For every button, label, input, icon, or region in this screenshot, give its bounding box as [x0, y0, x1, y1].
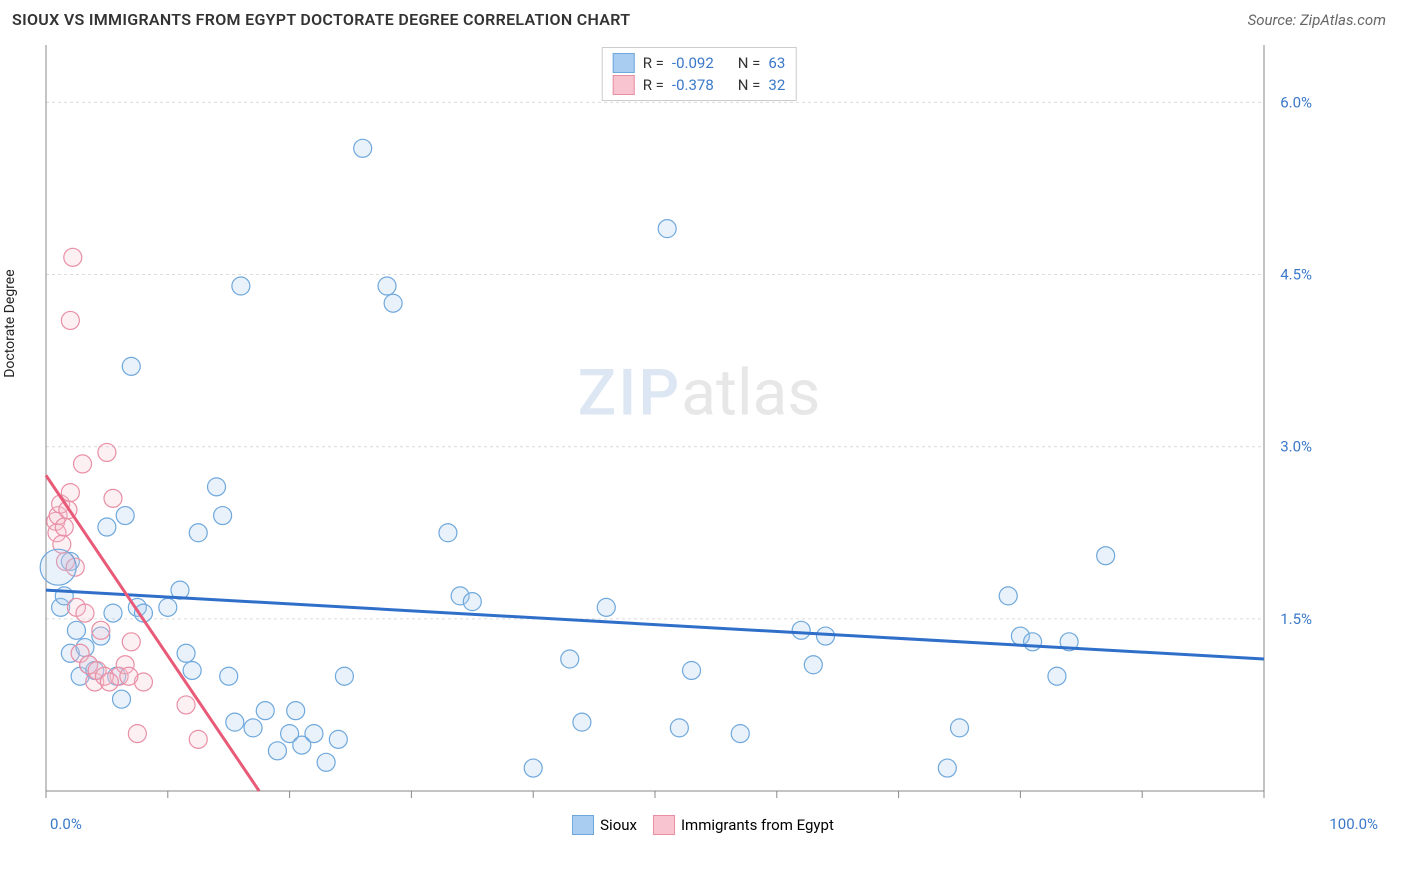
x-max-label: 100.0%: [1329, 815, 1378, 833]
n-value: 63: [768, 54, 785, 72]
chart-header: SIOUX VS IMMIGRANTS FROM EGYPT DOCTORATE…: [0, 0, 1406, 39]
n-value: 32: [768, 76, 785, 94]
legend-stat-row: R = -0.092 N = 63: [613, 52, 786, 74]
n-label: N =: [738, 54, 761, 72]
x-axis-range-labels: 0.0% 100.0%: [46, 811, 1382, 833]
y-axis-label: Doctorate Degree: [2, 269, 18, 377]
svg-text:3.0%: 3.0%: [1280, 438, 1312, 456]
scatter-plot: 1.5% 3.0% 4.5% 6.0%: [12, 39, 1322, 809]
svg-text:1.5%: 1.5%: [1280, 610, 1312, 628]
legend-swatch: [613, 53, 635, 73]
n-label: N =: [738, 76, 761, 94]
legend-swatch: [613, 75, 635, 95]
chart-source: Source: ZipAtlas.com: [1248, 11, 1386, 29]
r-label: R =: [643, 76, 664, 94]
x-min-label: 0.0%: [50, 815, 82, 833]
svg-text:4.5%: 4.5%: [1280, 266, 1312, 284]
svg-text:6.0%: 6.0%: [1280, 93, 1312, 111]
legend-stat-row: R = -0.378 N = 32: [613, 74, 786, 96]
chart-title: SIOUX VS IMMIGRANTS FROM EGYPT DOCTORATE…: [12, 10, 630, 29]
chart-area: Doctorate Degree 1.5%3.0%4.5%6.0% ZIPatl…: [12, 39, 1386, 809]
r-label: R =: [643, 54, 664, 72]
correlation-legend: R = -0.092 N = 63 R = -0.378 N = 32: [602, 47, 797, 101]
r-value: -0.378: [672, 76, 714, 94]
r-value: -0.092: [672, 54, 714, 72]
